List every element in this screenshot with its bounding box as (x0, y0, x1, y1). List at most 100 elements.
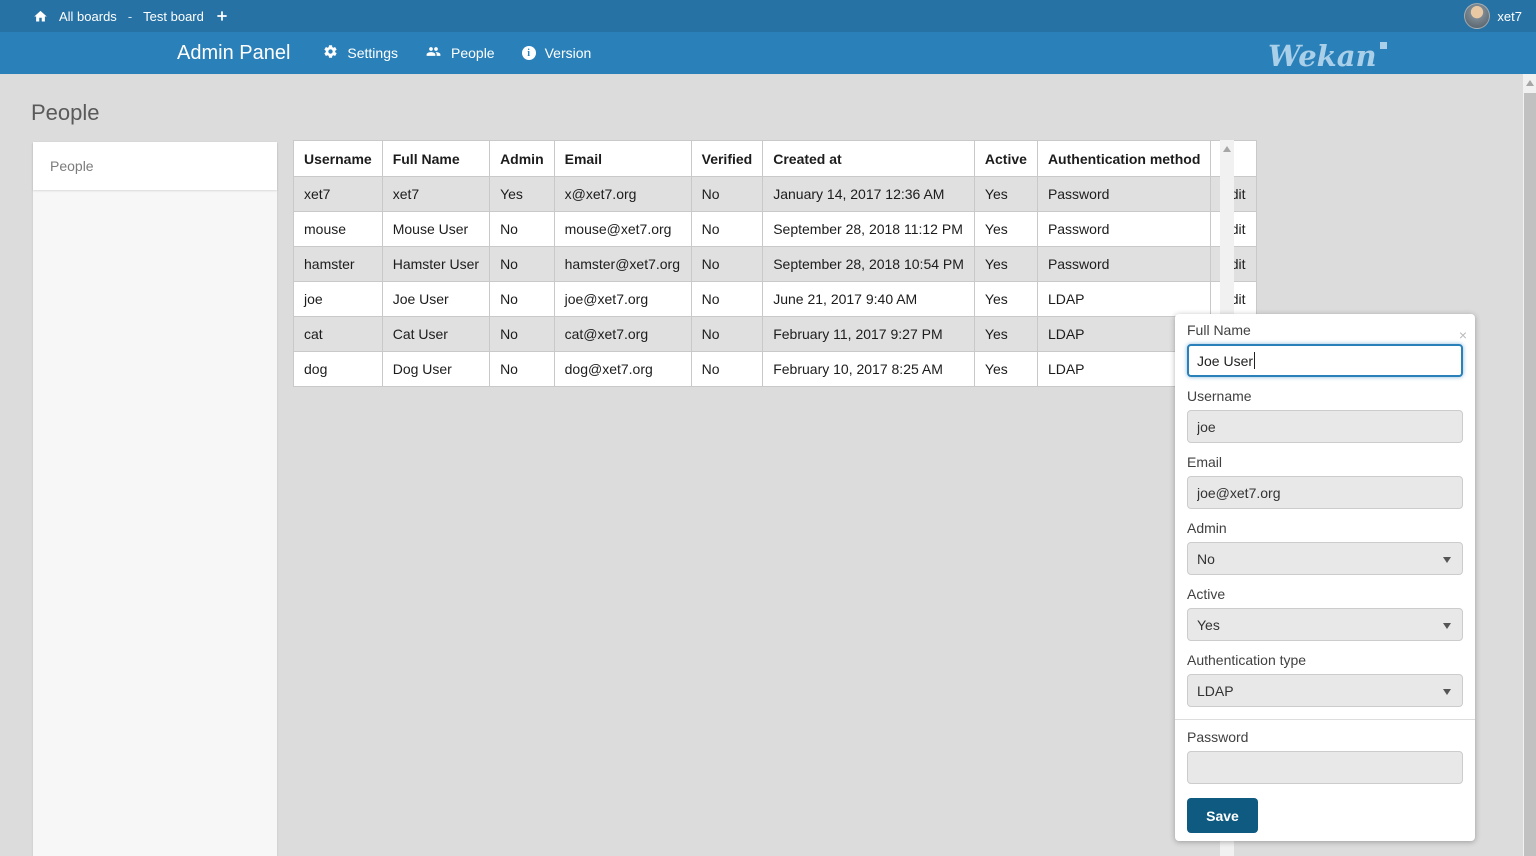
scroll-up-icon[interactable] (1525, 80, 1534, 86)
scroll-up-icon[interactable] (1223, 146, 1231, 152)
cell-username: joe (293, 281, 383, 317)
col-email: Email (553, 140, 692, 177)
cell-username: dog (293, 351, 383, 387)
cell-verified: No (690, 176, 764, 212)
cell-auth-method: Password (1036, 176, 1212, 212)
add-board-icon[interactable] (215, 9, 229, 23)
password-input[interactable] (1187, 751, 1463, 784)
cell-created-at: January 14, 2017 12:36 AM (762, 176, 975, 212)
admin-select[interactable]: No (1187, 542, 1463, 575)
cell-admin: No (489, 316, 555, 352)
table-row: cat Cat User No cat@xet7.org No February… (293, 316, 1257, 352)
cell-verified: No (690, 281, 764, 317)
cell-username: mouse (293, 211, 383, 247)
cell-admin: No (489, 246, 555, 282)
table-header-row: Username Full Name Admin Email Verified … (293, 140, 1257, 177)
col-auth-method: Authentication method (1036, 140, 1212, 177)
col-admin: Admin (489, 140, 555, 177)
nav-version-label: Version (544, 45, 592, 61)
wekan-logo: Wekan (1268, 32, 1387, 74)
user-name: xet7 (1497, 8, 1522, 24)
chevron-down-icon (1443, 689, 1451, 695)
page-scrollbar[interactable] (1523, 74, 1536, 856)
breadcrumb: All boards - Test board (33, 9, 229, 24)
cell-admin: Yes (489, 176, 555, 212)
people-icon (425, 44, 442, 62)
table-row: dog Dog User No dog@xet7.org No February… (293, 351, 1257, 387)
cell-active: Yes (973, 246, 1038, 282)
cell-full-name: Cat User (381, 316, 491, 352)
breadcrumb-board[interactable]: Test board (143, 8, 204, 24)
cell-email: hamster@xet7.org (553, 246, 692, 282)
cell-verified: No (690, 211, 764, 247)
admin-nav: Settings People i Version (323, 44, 591, 62)
gear-icon (323, 44, 338, 62)
nav-settings[interactable]: Settings (323, 44, 398, 62)
cell-verified: No (690, 316, 764, 352)
cell-created-at: February 11, 2017 9:27 PM (762, 316, 975, 352)
email-label: Email (1187, 454, 1223, 470)
cell-full-name: xet7 (381, 176, 491, 212)
auth-type-label: Authentication type (1187, 652, 1307, 668)
chevron-down-icon (1443, 623, 1451, 629)
close-icon[interactable]: × (1458, 327, 1467, 343)
cell-auth-method: Password (1036, 211, 1212, 247)
people-table: Username Full Name Admin Email Verified … (293, 140, 1257, 387)
info-icon: i (521, 46, 536, 60)
wekan-logo-text: Wekan (1268, 39, 1377, 73)
table-row: mouse Mouse User No mouse@xet7.org No Se… (293, 211, 1257, 247)
username-label: Username (1187, 388, 1252, 404)
active-select[interactable]: Yes (1187, 608, 1463, 641)
cell-active: Yes (973, 281, 1038, 317)
col-full-name: Full Name (381, 140, 491, 177)
admin-header: Admin Panel Settings People i Version We… (0, 32, 1536, 74)
cell-email: joe@xet7.org (553, 281, 692, 317)
cell-email: x@xet7.org (553, 176, 692, 212)
cell-username: hamster (293, 246, 383, 282)
save-button[interactable]: Save (1187, 798, 1258, 833)
top-bar: All boards - Test board xet7 (0, 0, 1536, 32)
auth-type-select-value: LDAP (1197, 682, 1234, 699)
breadcrumb-all-boards[interactable]: All boards (59, 8, 117, 24)
popup-divider (1175, 719, 1475, 720)
cell-username: xet7 (293, 176, 383, 212)
cell-admin: No (489, 211, 555, 247)
full-name-input[interactable]: Joe User (1187, 344, 1463, 377)
cell-active: Yes (973, 351, 1038, 387)
cell-active: Yes (973, 176, 1038, 212)
nav-settings-label: Settings (347, 45, 398, 61)
cell-full-name: Joe User (381, 281, 491, 317)
cell-verified: No (690, 246, 764, 282)
email-input (1187, 476, 1463, 509)
cell-created-at: February 10, 2017 8:25 AM (762, 351, 975, 387)
wekan-logo-dot (1379, 42, 1387, 49)
sidebar: People (33, 142, 277, 856)
home-icon[interactable] (33, 9, 48, 24)
table-row: joe Joe User No joe@xet7.org No June 21,… (293, 281, 1257, 317)
cell-created-at: September 28, 2018 10:54 PM (762, 246, 975, 282)
cell-full-name: Mouse User (381, 211, 491, 247)
cell-username: cat (293, 316, 383, 352)
nav-version[interactable]: i Version (521, 44, 592, 62)
admin-select-value: No (1197, 550, 1215, 567)
cell-created-at: June 21, 2017 9:40 AM (762, 281, 975, 317)
full-name-label: Full Name (1187, 322, 1251, 338)
col-username: Username (293, 140, 383, 177)
cell-full-name: Dog User (381, 351, 491, 387)
sidebar-item-label: People (50, 158, 94, 174)
active-select-value: Yes (1197, 616, 1220, 633)
nav-people-label: People (451, 45, 495, 61)
user-menu[interactable]: xet7 (1464, 3, 1522, 29)
scrollbar-thumb[interactable] (1524, 93, 1536, 856)
avatar[interactable] (1464, 3, 1491, 29)
sidebar-item-people[interactable]: People (33, 142, 277, 190)
breadcrumb-separator: - (127, 8, 133, 24)
active-label: Active (1187, 586, 1226, 602)
nav-people[interactable]: People (425, 44, 495, 62)
auth-type-select[interactable]: LDAP (1187, 674, 1463, 707)
cell-email: mouse@xet7.org (553, 211, 692, 247)
cell-created-at: September 28, 2018 11:12 PM (762, 211, 975, 247)
chevron-down-icon (1443, 557, 1451, 563)
page-header-title: Admin Panel (177, 41, 291, 64)
cell-email: dog@xet7.org (553, 351, 692, 387)
